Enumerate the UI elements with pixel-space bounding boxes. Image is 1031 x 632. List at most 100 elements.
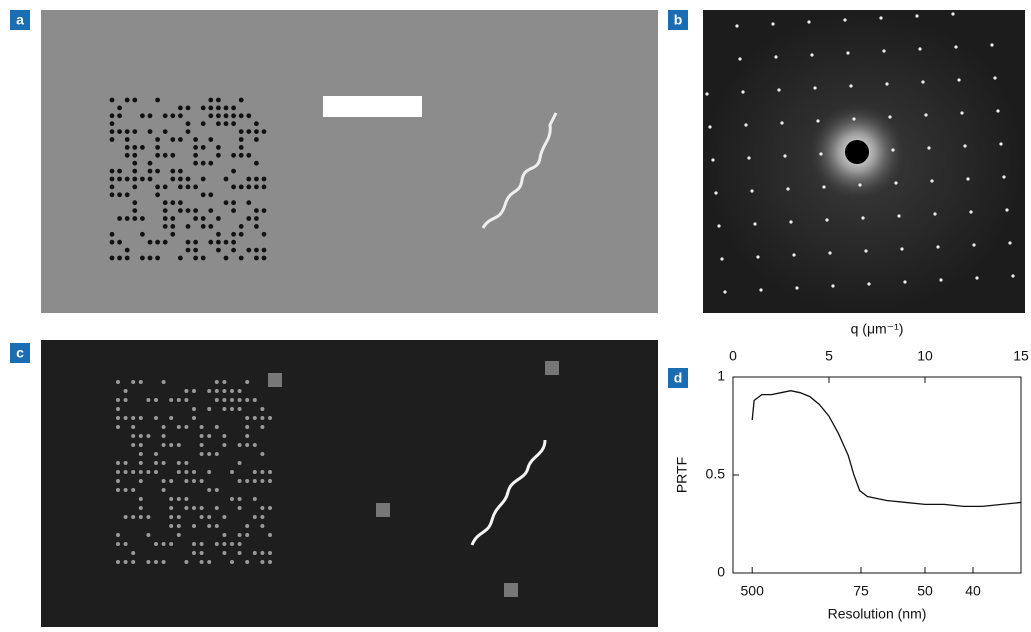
hole bbox=[246, 200, 252, 206]
hole bbox=[155, 192, 161, 198]
hole bbox=[246, 176, 252, 182]
hole-image bbox=[169, 515, 174, 519]
bragg-spot bbox=[885, 82, 889, 86]
hole-image bbox=[207, 407, 212, 411]
hole-image bbox=[116, 479, 120, 483]
hole-image bbox=[146, 560, 151, 564]
hole-image bbox=[192, 506, 196, 510]
hole-image bbox=[176, 524, 181, 528]
bragg-spot bbox=[846, 51, 850, 55]
hole-image bbox=[245, 443, 250, 447]
y-tick-label: 1 bbox=[717, 368, 725, 384]
hole bbox=[170, 224, 176, 229]
hole-image bbox=[237, 497, 242, 501]
y-tick-label: 0.5 bbox=[706, 466, 726, 482]
x-tick-label: 15 bbox=[1013, 348, 1029, 364]
hole bbox=[117, 168, 122, 174]
bragg-spot bbox=[969, 210, 973, 214]
bragg-spot bbox=[747, 156, 751, 160]
hole-image bbox=[116, 398, 120, 402]
hole bbox=[162, 216, 168, 221]
hole-image bbox=[245, 524, 250, 528]
hole-image bbox=[131, 443, 136, 447]
hole-image bbox=[268, 506, 272, 510]
hole-image bbox=[260, 560, 265, 564]
bragg-spot bbox=[993, 76, 997, 80]
hole-image bbox=[260, 407, 265, 411]
hole bbox=[216, 247, 221, 253]
bragg-spot bbox=[807, 20, 811, 24]
panel-label-box bbox=[10, 343, 30, 363]
hole bbox=[193, 239, 199, 245]
panel-label-box bbox=[10, 10, 30, 30]
hole-image bbox=[154, 452, 158, 456]
hole bbox=[132, 168, 138, 174]
hole-image bbox=[199, 542, 204, 546]
x2-tick-label: 75 bbox=[853, 583, 869, 599]
hole bbox=[124, 216, 130, 221]
hole bbox=[155, 168, 161, 174]
hole-image bbox=[214, 389, 219, 393]
hole bbox=[170, 152, 176, 158]
hole bbox=[254, 208, 259, 214]
hole bbox=[216, 97, 221, 103]
hole-image bbox=[207, 560, 212, 564]
hole-image bbox=[230, 470, 234, 474]
hole bbox=[170, 137, 176, 142]
hole bbox=[147, 160, 153, 166]
hole bbox=[261, 231, 267, 237]
hole bbox=[200, 160, 206, 166]
x-tick-label: 5 bbox=[825, 348, 833, 364]
hole bbox=[254, 137, 259, 142]
hole-image bbox=[222, 443, 227, 447]
hole bbox=[162, 224, 168, 229]
hole bbox=[231, 105, 237, 111]
hole-image bbox=[161, 443, 166, 447]
hole bbox=[170, 176, 176, 182]
bragg-spot bbox=[783, 154, 787, 158]
bragg-spot bbox=[966, 177, 970, 181]
hole bbox=[155, 137, 161, 142]
hole-image bbox=[199, 443, 204, 447]
hole-image bbox=[161, 434, 166, 438]
hole-image bbox=[123, 461, 128, 465]
hole bbox=[254, 121, 259, 127]
hole bbox=[132, 176, 138, 182]
hole-image bbox=[207, 470, 212, 474]
bragg-spot bbox=[780, 121, 784, 125]
hole-image bbox=[184, 398, 189, 402]
bragg-spot bbox=[996, 109, 1000, 113]
x-tick-label: 10 bbox=[917, 348, 933, 364]
hole-image bbox=[131, 551, 136, 555]
bragg-spot bbox=[897, 214, 901, 218]
hole-image bbox=[230, 542, 234, 546]
bragg-spot bbox=[711, 158, 715, 162]
hole bbox=[109, 239, 115, 245]
hole bbox=[109, 176, 115, 182]
hole bbox=[208, 160, 214, 166]
hole bbox=[117, 255, 122, 261]
hole bbox=[132, 160, 138, 166]
x-tick-label: 0 bbox=[729, 348, 737, 364]
hole-image bbox=[207, 434, 212, 438]
hole-image bbox=[184, 560, 189, 564]
hole bbox=[178, 168, 183, 174]
hole bbox=[246, 184, 252, 190]
hole-image bbox=[184, 425, 189, 429]
hole-image bbox=[169, 524, 174, 528]
hole-image bbox=[138, 380, 143, 384]
hole bbox=[261, 176, 267, 182]
hole bbox=[109, 192, 115, 198]
bragg-spot bbox=[720, 257, 724, 261]
hole bbox=[200, 224, 206, 229]
hole bbox=[231, 247, 237, 253]
hole-image bbox=[245, 425, 250, 429]
x2-tick-label: 50 bbox=[917, 583, 933, 599]
hole-image bbox=[161, 560, 166, 564]
hole-image bbox=[169, 479, 174, 483]
hole bbox=[124, 145, 130, 150]
bragg-spot bbox=[813, 86, 817, 90]
hole-image bbox=[184, 479, 189, 483]
panel-label: a bbox=[16, 12, 24, 28]
